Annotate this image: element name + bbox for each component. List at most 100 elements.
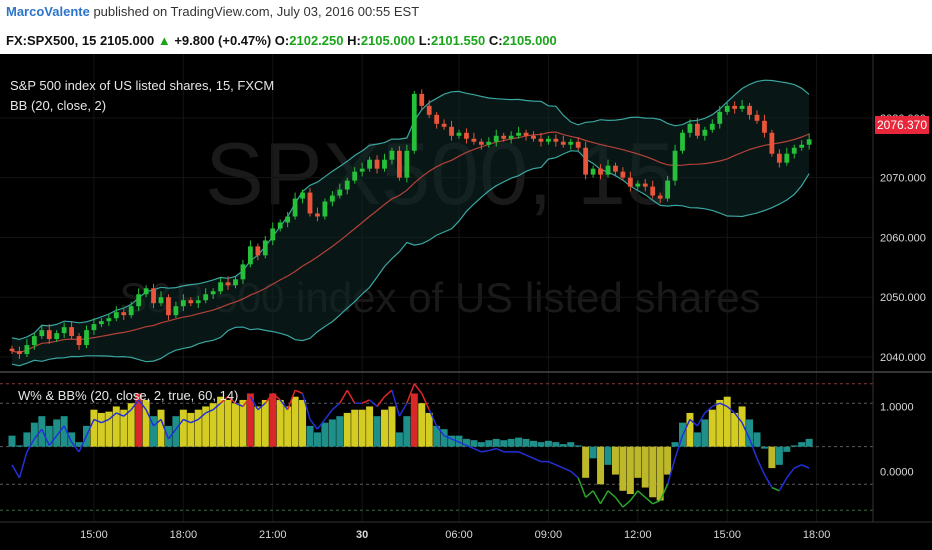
osc-histogram-bar — [597, 446, 605, 485]
candle-body — [337, 189, 343, 196]
author-link[interactable]: MarcoValente — [6, 4, 90, 19]
osc-histogram-bar — [403, 416, 411, 447]
osc-histogram-bar — [321, 422, 329, 447]
candle-body — [560, 141, 566, 145]
candle-body — [233, 279, 238, 286]
high-value: 2105.000 — [360, 33, 416, 48]
osc-line-segment — [56, 425, 65, 437]
osc-line-segment — [443, 434, 452, 440]
osc-histogram-bar — [105, 411, 113, 447]
osc-line-segment — [428, 409, 438, 427]
osc-line-segment — [548, 460, 557, 466]
candle-body — [464, 132, 469, 139]
osc-histogram-bar — [567, 442, 575, 447]
osc-histogram-bar — [75, 442, 83, 447]
osc-line-segment — [786, 467, 795, 479]
candle-body — [441, 123, 447, 127]
osc-histogram-bar — [656, 446, 664, 501]
osc-histogram-bar — [604, 446, 612, 465]
osc-line-segment — [719, 402, 728, 408]
osc-histogram-bar — [641, 446, 649, 488]
candle-body — [575, 141, 581, 148]
osc-line-segment — [301, 393, 311, 420]
candle-body — [158, 297, 164, 304]
osc-histogram-bar — [515, 437, 523, 447]
osc-histogram-bar — [45, 425, 53, 447]
osc-line-segment — [183, 418, 192, 424]
osc-line-segment — [227, 396, 236, 404]
osc-line-segment — [130, 399, 140, 411]
time-tick-label: 18:00 — [803, 529, 831, 541]
candle-body — [91, 324, 97, 331]
osc-histogram-bar — [671, 442, 679, 447]
osc-line-segment — [384, 389, 393, 398]
osc-histogram-bar — [306, 425, 314, 447]
price-chart[interactable]: SPX500, 15 S&P 500 index of US listed sh… — [0, 54, 932, 550]
candle-body — [531, 135, 536, 139]
osc-line-segment — [205, 409, 214, 414]
osc-histogram-bar — [336, 416, 344, 447]
osc-histogram-bar — [269, 393, 277, 447]
osc-line-segment — [607, 490, 616, 498]
time-tick-label: 30 — [356, 529, 368, 541]
osc-histogram-bar — [500, 440, 508, 447]
chart-title: S&P 500 index of US listed shares, 15, F… — [10, 78, 274, 93]
time-tick-label: 12:00 — [624, 529, 652, 541]
candle-body — [590, 168, 596, 175]
candle-body — [762, 120, 767, 133]
candle-body — [605, 165, 611, 175]
osc-line-segment — [801, 464, 810, 469]
candle-body — [546, 138, 551, 142]
osc-histogram-bar — [477, 442, 485, 447]
osc-line-segment — [666, 458, 676, 485]
osc-line-segment — [286, 389, 296, 410]
osc-line-segment — [101, 418, 110, 424]
osc-histogram-bar — [172, 416, 180, 447]
osc-histogram-bar — [746, 419, 754, 447]
osc-histogram-bar — [664, 446, 672, 475]
osc-line-segment — [704, 405, 713, 414]
oscillator-label[interactable]: W% & BB% (20, close, 2, true, 60, 14) — [18, 388, 238, 403]
candle-body — [806, 139, 812, 145]
candle-body — [166, 297, 171, 316]
candle-body — [9, 348, 15, 352]
candle-body — [501, 135, 507, 139]
osc-line-segment — [622, 499, 631, 508]
osc-histogram-bar — [373, 416, 381, 447]
osc-line-segment — [406, 383, 416, 404]
osc-histogram-bar — [68, 432, 76, 447]
candle-body — [255, 246, 261, 256]
candle-body — [262, 240, 268, 256]
candle-body — [285, 216, 291, 223]
candle-body — [270, 228, 276, 241]
candle-body — [478, 141, 484, 145]
time-tick-label: 15:00 — [80, 529, 108, 541]
osc-line-segment — [138, 399, 147, 411]
osc-histogram-bar — [395, 432, 403, 447]
osc-histogram-bar — [492, 438, 500, 447]
osc-line-segment — [488, 447, 497, 452]
osc-histogram-bar — [187, 412, 195, 447]
candle-body — [389, 150, 395, 160]
candle-body — [382, 159, 387, 169]
current-price-tag: 2076.370 — [875, 116, 929, 134]
osc-histogram-bar — [522, 438, 530, 447]
osc-histogram-bar — [284, 406, 292, 447]
osc-histogram-bar — [425, 412, 433, 447]
candle-body — [419, 93, 425, 106]
osc-histogram-bar — [23, 432, 31, 447]
candle-body — [113, 312, 119, 319]
candle-body — [434, 114, 440, 124]
candle-body — [128, 306, 134, 316]
candle-body — [17, 351, 22, 355]
candle-body — [136, 294, 142, 307]
osc-line-segment — [212, 402, 222, 411]
candle-body — [776, 153, 782, 163]
osc-line-segment — [78, 435, 88, 453]
candle-body — [195, 300, 201, 304]
bb-indicator-label[interactable]: BB (20, close, 2) — [10, 98, 106, 113]
symbol-label: FX:SPX500, 15 — [6, 33, 97, 48]
price-tick-label: 2070.000 — [880, 173, 926, 185]
candle-body — [493, 135, 499, 142]
candle-body — [583, 147, 589, 175]
